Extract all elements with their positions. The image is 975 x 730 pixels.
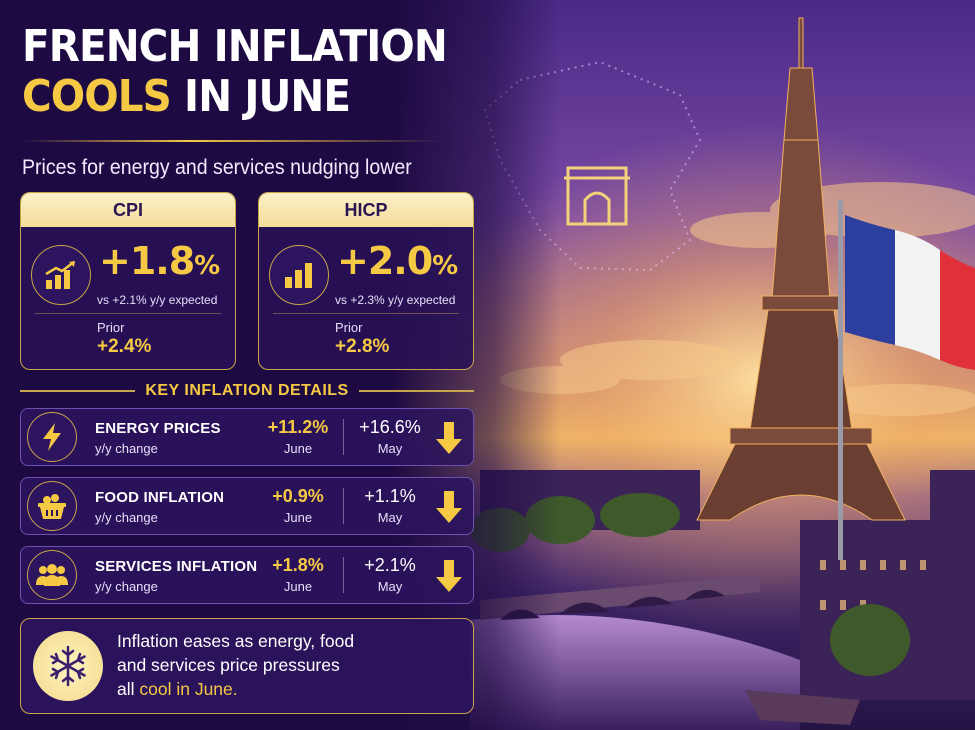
headline-line-2: IN JUNE [170,71,351,122]
down-arrow-icon [436,491,462,523]
food-may-value: +1.1% [364,486,416,506]
subtitle: Prices for energy and services nudging l… [22,156,412,179]
grocery-basket-icon [27,481,77,531]
france-map-icon [483,60,702,272]
cpi-prior-label: Prior [97,320,125,335]
hicp-card-label: HICP [259,193,473,227]
eiffel-tower-icon [696,17,906,521]
bar-chart-icon [269,245,329,305]
services-june-label: June [283,579,313,594]
key-details-header: KEY INFLATION DETAILS [20,380,475,402]
arc-de-triomphe-icon [564,166,630,226]
hicp-prior-value: +2.8% [335,336,390,357]
services-inflation-row: SERVICES INFLATION y/y change +1.8% June… [20,546,474,604]
headline-highlight: COOLS [22,71,172,122]
energy-may-value: +16.6% [359,417,421,437]
row-separator [343,557,344,593]
energy-prices-row: ENERGY PRICES y/y change +11.2% June +16… [20,408,474,466]
rising-bar-chart-icon [31,245,91,305]
cpi-card-label: CPI [21,193,235,227]
summary-line-3: all [117,679,140,699]
header-rule-right [358,390,475,392]
river-boat [745,690,860,725]
food-june-label: June [283,510,313,525]
french-flag-icon [838,200,975,560]
snowflake-icon [33,631,103,701]
lightning-icon [27,412,77,462]
energy-prices-label: ENERGY PRICES [95,420,221,437]
cpi-prior-value: +2.4% [97,336,152,357]
food-june-value: +0.9% [272,486,324,506]
summary-box: Inflation eases as energy, food and serv… [20,618,474,714]
summary-line-2: and services price pressures [117,655,340,675]
food-inflation-sub: y/y change [95,510,158,525]
summary-highlight: cool in June. [139,679,238,699]
services-inflation-sub: y/y change [95,579,158,594]
energy-may-label: May [377,441,403,456]
hicp-card: HICP +2.0% vs +2.3% y/y expected Prior +… [258,192,474,370]
card-divider [35,313,221,314]
food-inflation-row: FOOD INFLATION y/y change +0.9% June +1.… [20,477,474,535]
food-inflation-label: FOOD INFLATION [95,489,225,506]
header-rule-left [20,390,136,392]
summary-line-1: Inflation eases as energy, food [117,631,355,651]
headline-divider [22,140,442,142]
food-may-label: May [377,510,403,525]
row-separator [343,488,344,524]
card-divider [273,313,459,314]
hicp-expected: vs +2.3% y/y expected [335,293,456,307]
energy-prices-sub: y/y change [95,441,158,456]
services-june-value: +1.8% [272,555,324,575]
services-may-label: May [377,579,403,594]
energy-june-label: June [283,441,313,456]
headline: FRENCH INFLATION COOLS IN JUNE [22,21,448,122]
cpi-card: CPI +1.8% vs +2.1% y/y expected Prior +2… [20,192,236,370]
hicp-prior-label: Prior [335,320,363,335]
energy-june-value: +11.2% [267,417,329,437]
down-arrow-icon [436,422,462,454]
down-arrow-icon [436,560,462,592]
people-group-icon [27,550,77,600]
services-may-value: +2.1% [364,555,416,575]
hicp-value: +2.0% [337,239,458,283]
services-inflation-label: SERVICES INFLATION [95,558,258,575]
cpi-expected: vs +2.1% y/y expected [97,293,218,307]
headline-line-1: FRENCH INFLATION [22,21,448,72]
summary-text: Inflation eases as energy, food and serv… [117,629,457,701]
key-details-title: KEY INFLATION DETAILS [145,382,349,399]
cpi-value: +1.8% [99,239,220,283]
row-separator [343,419,344,455]
